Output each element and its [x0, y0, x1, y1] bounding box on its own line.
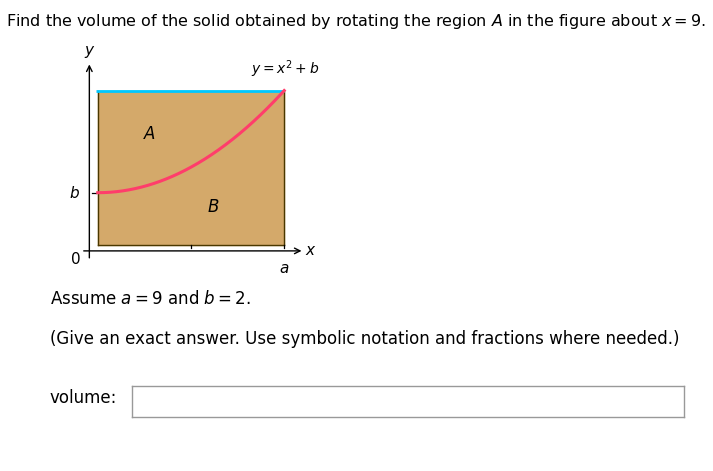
Text: $a$: $a$: [279, 260, 289, 276]
Text: $y = x^2 + b$: $y = x^2 + b$: [251, 58, 319, 80]
Text: 0: 0: [71, 252, 81, 267]
Text: $b$: $b$: [69, 185, 81, 201]
Text: $y$: $y$: [83, 44, 95, 60]
Text: (Give an exact answer. Use symbolic notation and fractions where needed.): (Give an exact answer. Use symbolic nota…: [50, 330, 679, 348]
Text: $B$: $B$: [207, 198, 220, 216]
Text: Assume $a = 9$ and $b = 2$.: Assume $a = 9$ and $b = 2$.: [50, 290, 251, 308]
Text: $A$: $A$: [143, 125, 157, 143]
Text: $x$: $x$: [304, 244, 317, 259]
Text: volume:: volume:: [50, 389, 117, 407]
Text: Find the volume of the solid obtained by rotating the region $A$ in the figure a: Find the volume of the solid obtained by…: [6, 12, 707, 31]
